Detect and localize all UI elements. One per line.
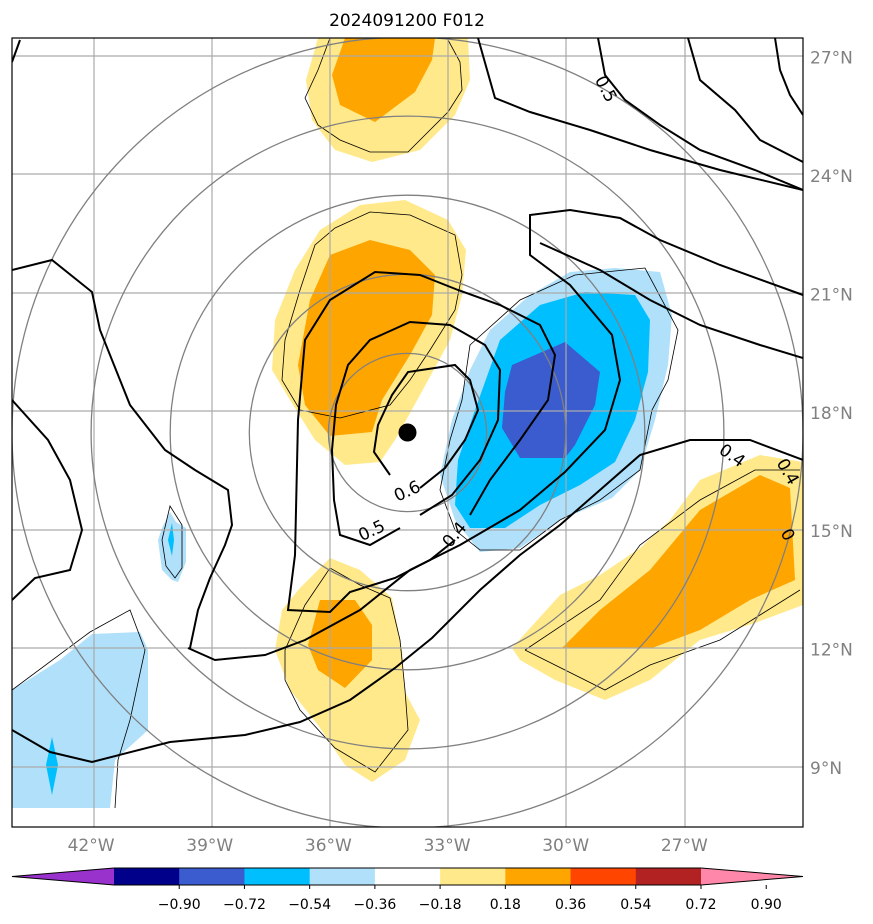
colorbar-segment (114, 868, 180, 885)
longitude-tick-label: 27°W (661, 836, 708, 856)
contour-outer-2 (12, 439, 803, 764)
chart-title: 2024091200 F012 (329, 11, 485, 31)
colorbar-tick-label: 0.36 (555, 897, 586, 913)
colorbar-tick-label: 0.18 (490, 897, 521, 913)
colorbar-tick-label: −0.90 (158, 897, 201, 913)
contour-0-6 (372, 363, 480, 489)
colorbar-outline (11, 867, 804, 886)
shading-outlines (12, 38, 801, 809)
colorbar-tick-label: −0.72 (223, 897, 266, 913)
range-ring-8 (90, 115, 725, 750)
contour-outer-3 (12, 399, 84, 601)
colorbar-segment (179, 868, 245, 885)
positive-shading (272, 38, 803, 782)
longitude-tick-label: 36°W (305, 836, 352, 856)
colorbar-segment (309, 868, 376, 885)
shade-pos-north-dark (332, 38, 435, 122)
colorbar-segment (570, 868, 637, 885)
longitude-tick-label: 30°W (542, 836, 589, 856)
colorbar-tick-label: −0.36 (353, 897, 396, 913)
storm-center-marker (398, 423, 417, 442)
longitude-tick-label: 39°W (186, 836, 233, 856)
colorbar-tick-label: 0.90 (751, 897, 782, 913)
contour-0-4 (286, 270, 557, 614)
colorbar-segment (440, 868, 506, 885)
colorbar-tick-label: 0.54 (620, 897, 651, 913)
latitude-tick-label: 24°N (810, 167, 853, 187)
shade-neg-sw-light (12, 632, 148, 808)
latitude-tick-label: 15°N (810, 522, 853, 542)
colorbar-tick-labels: −0.90 −0.72 −0.54 −0.36 −0.18 0.18 0.36 0.54 0.7… (158, 885, 782, 913)
colorbar-tick-label: −0.54 (288, 897, 331, 913)
shade-neg-small-dark (168, 523, 174, 556)
gridlines (12, 38, 803, 827)
latitude-tick-labels: 9°N 12°N 15°N 18°N 21°N 24°N 27°N (810, 49, 853, 779)
colorbar-extend-high (701, 868, 803, 885)
shade-pos-south-dark (308, 600, 372, 688)
longitude-tick-label: 33°W (424, 836, 471, 856)
contour-outer-6 (477, 38, 803, 191)
range-ring-2 (327, 352, 488, 513)
shade-pos-west-dark (298, 240, 435, 436)
longitude-tick-labels: 42°W 39°W 36°W 33°W 30°W 27°W (68, 836, 708, 856)
colorbar-extend-low (12, 868, 114, 885)
map-area: 0.60.5 0.40.50.4 0.40 (12, 38, 803, 827)
contour-0-5-inner (330, 320, 502, 547)
latitude-tick-label: 12°N (810, 640, 853, 660)
colorbar-segment (635, 868, 702, 885)
contour-outer-7 (597, 38, 803, 191)
range-ring-6 (169, 194, 646, 671)
colorbar-segment (244, 868, 311, 885)
colorbar-segment (374, 868, 441, 885)
contour-outer-8 (687, 38, 803, 163)
longitude-tick-label: 42°W (68, 836, 115, 856)
negative-shading (12, 268, 672, 808)
contour-outer-5 (539, 242, 803, 359)
latitude-tick-label: 9°N (810, 759, 842, 779)
colorbar-segment (505, 868, 572, 885)
contour-lines (12, 38, 803, 764)
contour-outer-10 (12, 39, 21, 63)
map-frame (11, 37, 804, 828)
latitude-tick-label: 21°N (810, 285, 853, 305)
contour-outer-1 (187, 208, 803, 662)
colorbar-tick-label: 0.72 (685, 897, 716, 913)
contour-outer-9 (774, 38, 803, 116)
contour-outer-4 (12, 258, 234, 649)
colorbar (11, 867, 804, 886)
colorbar-tick-label: −0.18 (419, 897, 462, 913)
latitude-tick-label: 27°N (810, 49, 853, 69)
latitude-tick-label: 18°N (810, 404, 853, 424)
shade-pos-east-dark (562, 475, 795, 648)
